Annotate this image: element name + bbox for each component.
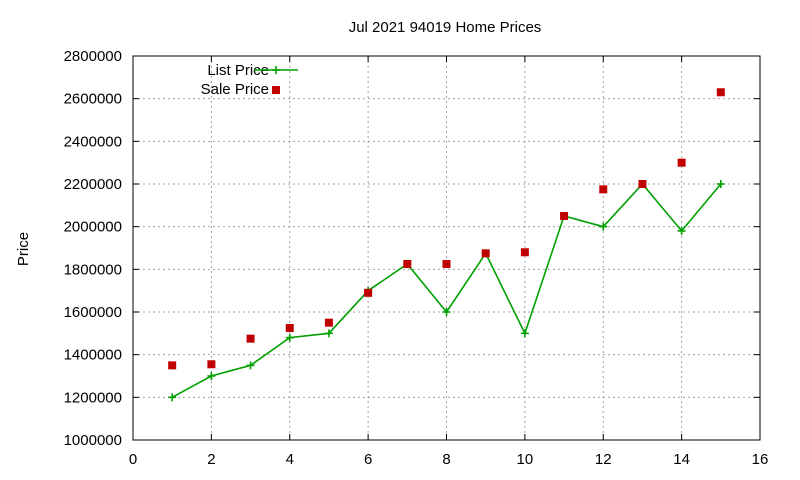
y-tick-label: 2200000 [64, 176, 122, 193]
sale-price-point [246, 334, 255, 343]
x-tick-label: 16 [752, 451, 769, 468]
legend-label-sale-price: Sale Price [201, 81, 269, 98]
list-price-point [285, 333, 294, 342]
grid [133, 56, 760, 440]
list-price-point [677, 226, 686, 235]
sale-price-point [324, 318, 333, 327]
legend-label-list-price: List Price [207, 62, 269, 79]
legend-sample-list-price [254, 66, 298, 74]
plot-frame [132, 55, 761, 441]
sale-price-point [677, 158, 686, 167]
y-tick-label: 2000000 [64, 219, 122, 236]
y-tick-label: 1400000 [64, 347, 122, 364]
list-price-point [716, 180, 725, 188]
sale-price-point [442, 260, 451, 268]
chart-title: Jul 2021 94019 Home Prices [349, 19, 542, 36]
list-price-point [324, 329, 333, 338]
y-tick-label: 1000000 [64, 432, 122, 449]
list-price-point [442, 308, 451, 316]
sale-price-point [364, 288, 373, 297]
list-price-point [599, 222, 608, 231]
sale-price-point [168, 361, 177, 370]
sale-price-point [638, 180, 647, 188]
sale-price-point [403, 260, 412, 268]
y-axis-title: Price [15, 232, 32, 266]
legend-sample-sale-price [272, 86, 280, 94]
y-tick-label: 2400000 [64, 133, 122, 150]
list-price-point [168, 393, 177, 402]
legend: List Price Sale Price [201, 62, 298, 98]
list-price-point [520, 329, 529, 338]
list-price-point [246, 361, 255, 370]
y-tick-label: 1800000 [64, 261, 122, 278]
x-tick-label: 10 [517, 451, 534, 468]
sale-price-point [481, 249, 490, 258]
x-tick-label: 0 [129, 451, 137, 468]
x-tick-label: 14 [673, 451, 690, 468]
sale-price-point [207, 360, 216, 369]
sale-price-point [520, 248, 529, 257]
x-tick-label: 12 [595, 451, 612, 468]
axis-ticks: 0 2 4 6 8 10 12 14 16 1000000 1200000 1400000 160000… [64, 48, 769, 468]
legend-square-sample [272, 86, 280, 94]
sale-price-point [599, 185, 608, 194]
sale-price-point [285, 324, 294, 332]
x-tick-label: 2 [207, 451, 215, 468]
x-tick-label: 4 [286, 451, 294, 468]
y-tick-label: 2800000 [64, 48, 122, 65]
sale-price-point [560, 212, 569, 220]
y-tick-label: 2600000 [64, 91, 122, 108]
series-layer [168, 88, 725, 402]
legend-plus-sample [272, 66, 280, 74]
x-tick-label: 8 [442, 451, 450, 468]
y-tick-label: 1200000 [64, 389, 122, 406]
x-tick-label: 6 [364, 451, 372, 468]
list-price-point [207, 372, 216, 380]
y-tick-label: 1600000 [64, 304, 122, 321]
sale-price-point [716, 88, 725, 97]
